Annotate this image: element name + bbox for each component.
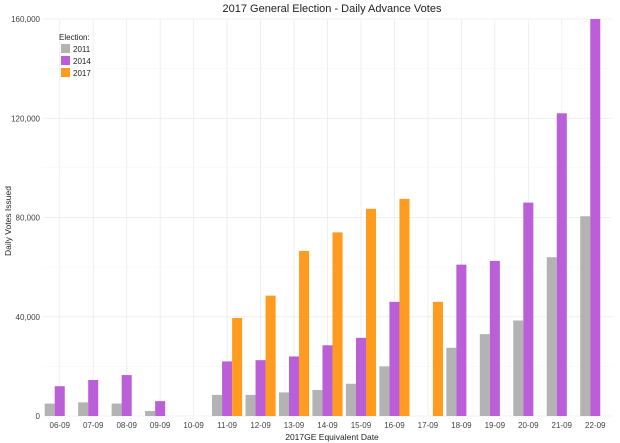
x-tick-label: 13-09 (284, 421, 305, 430)
bar-2014-12-09 (255, 360, 266, 416)
bar-2011-09-09 (145, 411, 156, 416)
bar-2014-21-09 (556, 113, 567, 416)
bar-2014-20-09 (523, 202, 534, 416)
bar-2014-13-09 (289, 356, 300, 416)
bar-2017-16-09 (399, 198, 410, 416)
bar-2017-13-09 (299, 250, 310, 416)
bar-2014-09-09 (155, 401, 166, 416)
bar-2011-21-09 (546, 257, 557, 416)
bar-2011-12-09 (245, 394, 256, 416)
y-axis-title: Daily Votes Issued (3, 186, 13, 256)
bar-2014-11-09 (222, 361, 233, 416)
bar-2011-13-09 (278, 392, 290, 416)
chart-title: 2017 General Election - Daily Advance Vo… (223, 3, 442, 15)
x-tick-label: 08-09 (116, 421, 137, 430)
bar-2011-15-09 (345, 383, 356, 416)
x-tick-label: 20-09 (518, 421, 539, 430)
bar-2011-16-09 (379, 366, 390, 416)
x-tick-label: 16-09 (384, 421, 405, 430)
bar-2017-17-09 (432, 301, 443, 416)
y-tick-label: 120,000 (11, 114, 40, 123)
y-tick-label: 40,000 (16, 313, 41, 322)
bar-2017-11-09 (232, 317, 243, 416)
bar-2017-14-09 (332, 232, 343, 416)
bar-2014-06-09 (54, 386, 65, 416)
x-tick-label: 22-09 (585, 421, 606, 430)
x-tick-label: 07-09 (83, 421, 104, 430)
legend: Election: 2011 2014 2017 (59, 33, 91, 78)
bar-2011-19-09 (479, 334, 490, 416)
legend-swatch-2014 (61, 56, 70, 65)
y-tick-label: 160,000 (11, 15, 40, 24)
bar-2014-16-09 (389, 301, 400, 416)
bar-2011-07-09 (78, 402, 89, 416)
x-tick-label: 15-09 (351, 421, 372, 430)
bar-2011-18-09 (446, 347, 457, 416)
legend-label-2017: 2017 (73, 69, 91, 78)
x-tick-label: 09-09 (150, 421, 171, 430)
x-tick-label: 11-09 (217, 421, 237, 430)
bar-2014-22-09 (590, 19, 601, 416)
legend-label-2011: 2011 (73, 45, 91, 54)
bar-2017-15-09 (365, 208, 377, 416)
legend-swatch-2017 (61, 68, 70, 77)
legend-label-2014: 2014 (73, 57, 91, 66)
y-tick-label: 0 (36, 412, 41, 421)
x-tick-label: 12-09 (250, 421, 271, 430)
bar-2011-20-09 (513, 320, 524, 416)
x-axis-ticks: 06-09 07-09 08-09 09-09 10-09 11-09 12-09 13-09… (50, 421, 607, 430)
bar-2014-15-09 (355, 337, 366, 416)
x-axis-title: 2017GE Equivalent Date (285, 432, 379, 442)
bar-2014-18-09 (456, 264, 467, 416)
x-tick-label: 17-09 (418, 421, 439, 430)
bar-2011-11-09 (212, 394, 223, 416)
x-tick-label: 06-09 (50, 421, 71, 430)
bars (44, 19, 601, 416)
bar-2011-22-09 (580, 216, 591, 416)
legend-title: Election: (59, 33, 90, 42)
bar-2011-06-09 (44, 403, 55, 416)
x-tick-label: 19-09 (485, 421, 506, 430)
bar-2011-08-09 (111, 403, 122, 416)
x-tick-label: 10-09 (183, 421, 204, 430)
legend-swatch-2011 (61, 44, 70, 53)
y-axis-ticks: 0 40,000 80,000 120,000 160,000 (11, 15, 40, 421)
bar-2011-14-09 (312, 389, 323, 416)
y-tick-label: 80,000 (16, 214, 41, 223)
bar-2014-07-09 (88, 380, 99, 416)
x-tick-label: 14-09 (317, 421, 338, 430)
bar-2014-14-09 (322, 345, 333, 416)
x-tick-label: 21-09 (552, 421, 573, 430)
bar-2017-12-09 (265, 295, 276, 416)
x-tick-label: 18-09 (451, 421, 472, 430)
bar-2014-08-09 (121, 375, 132, 416)
bar-2014-19-09 (489, 260, 500, 416)
